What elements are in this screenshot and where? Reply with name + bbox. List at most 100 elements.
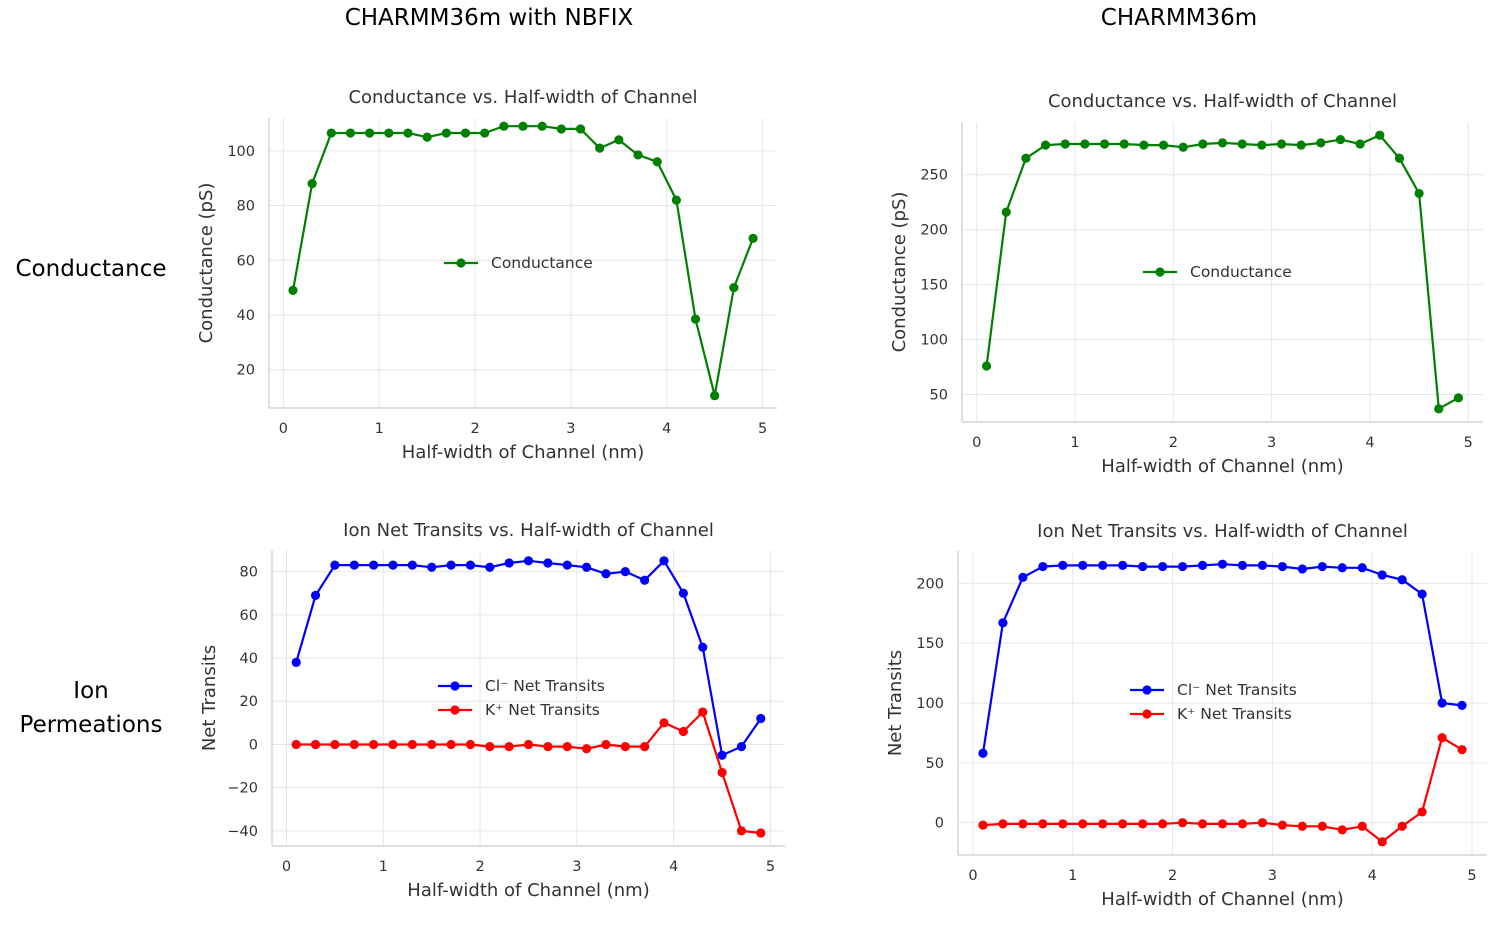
data-point (1457, 745, 1467, 755)
y-tick-label: 50 (930, 388, 948, 404)
data-point (1457, 700, 1467, 710)
data-point (1317, 821, 1327, 831)
data-point (1276, 139, 1287, 149)
data-point (652, 157, 662, 167)
data-point (1058, 819, 1068, 829)
data-point (562, 742, 572, 752)
legend-label: K⁺ Net Transits (485, 701, 600, 719)
data-point (441, 128, 451, 138)
data-point (1357, 563, 1367, 573)
data-point (729, 283, 739, 293)
data-point (523, 556, 534, 566)
x-tick-label: 4 (669, 859, 678, 875)
data-point (562, 560, 572, 570)
x-tick-label: 5 (758, 421, 767, 437)
data-point (1257, 560, 1268, 570)
chart-title: Conductance vs. Half-width of Channel (348, 87, 697, 108)
data-point (690, 314, 701, 324)
data-point (1098, 560, 1108, 570)
data-point (407, 739, 417, 750)
data-point (369, 560, 379, 570)
data-point (288, 285, 298, 295)
x-tick-label: 1 (379, 859, 388, 875)
chart-title: Ion Net Transits vs. Half-width of Chann… (343, 520, 714, 541)
data-point (460, 128, 471, 138)
data-point (1099, 139, 1110, 149)
data-point (717, 767, 727, 778)
x-tick-label: 2 (470, 421, 479, 437)
chart-tr: 0 1 2 3 4 5 50 100 150 200 250 Conductance vs. Half… (889, 91, 1483, 477)
data-point (717, 750, 727, 760)
data-point (1080, 139, 1090, 149)
data-point (1317, 561, 1327, 572)
data-point (369, 739, 379, 750)
data-point (465, 560, 476, 570)
y-axis-label: Conductance (pS) (196, 183, 217, 344)
data-point (1118, 560, 1128, 570)
row-label-conductance: Conductance (15, 256, 167, 282)
data-point (1337, 563, 1347, 573)
data-point (671, 195, 681, 205)
data-point (427, 562, 437, 572)
legend-marker (456, 258, 466, 268)
data-point (1355, 139, 1365, 149)
x-tick-label: 3 (1267, 435, 1276, 451)
data-point (407, 560, 417, 570)
data-point (365, 128, 375, 138)
x-tick-label: 0 (972, 435, 981, 451)
data-point (310, 739, 321, 750)
data-point (291, 657, 301, 667)
chart-title: Ion Net Transits vs. Half-width of Chann… (1037, 521, 1408, 542)
data-point (633, 150, 643, 160)
data-point (736, 742, 747, 752)
y-tick-label: 20 (237, 363, 255, 379)
data-point (310, 590, 321, 600)
legend-marker (1142, 709, 1152, 719)
data-point (1434, 404, 1444, 414)
data-point (543, 558, 553, 568)
data-point (998, 618, 1008, 628)
data-point (349, 560, 359, 570)
data-point (485, 562, 495, 572)
data-point (978, 820, 988, 830)
data-point (1058, 560, 1068, 570)
data-point (620, 742, 630, 752)
data-point (756, 828, 766, 838)
row-label-ion-line1: Ion (73, 678, 109, 704)
data-point (1038, 819, 1048, 829)
data-point (1375, 130, 1385, 140)
data-point (1158, 140, 1169, 150)
data-point (1038, 561, 1048, 572)
data-point (1257, 140, 1267, 150)
data-point (1001, 207, 1011, 217)
data-point (307, 179, 317, 189)
data-point (581, 562, 592, 572)
legend-marker (1142, 685, 1152, 695)
data-point (640, 742, 650, 752)
data-point (523, 739, 534, 750)
x-tick-label: 4 (1368, 868, 1377, 884)
data-point (1217, 559, 1228, 569)
y-tick-label: 200 (916, 576, 944, 592)
data-point (1397, 575, 1407, 585)
x-tick-label: 2 (1168, 868, 1177, 884)
data-point (1217, 819, 1228, 829)
data-point (1377, 837, 1387, 847)
x-tick-label: 0 (282, 859, 291, 875)
y-tick-label: 40 (240, 651, 258, 667)
data-point (1335, 134, 1346, 145)
x-tick-label: 5 (1464, 435, 1473, 451)
y-tick-label: 0 (249, 737, 258, 753)
data-point (1437, 698, 1447, 708)
data-point (748, 233, 758, 243)
data-point (422, 132, 432, 142)
y-tick-label: 40 (237, 308, 255, 324)
y-axis-label: Net Transits (885, 650, 906, 756)
y-tick-label: 20 (240, 694, 258, 710)
data-point (1237, 560, 1248, 570)
x-tick-label: 1 (1070, 435, 1079, 451)
data-point (1394, 153, 1405, 163)
data-point (1277, 820, 1287, 830)
y-axis-label: Net Transits (199, 645, 220, 751)
